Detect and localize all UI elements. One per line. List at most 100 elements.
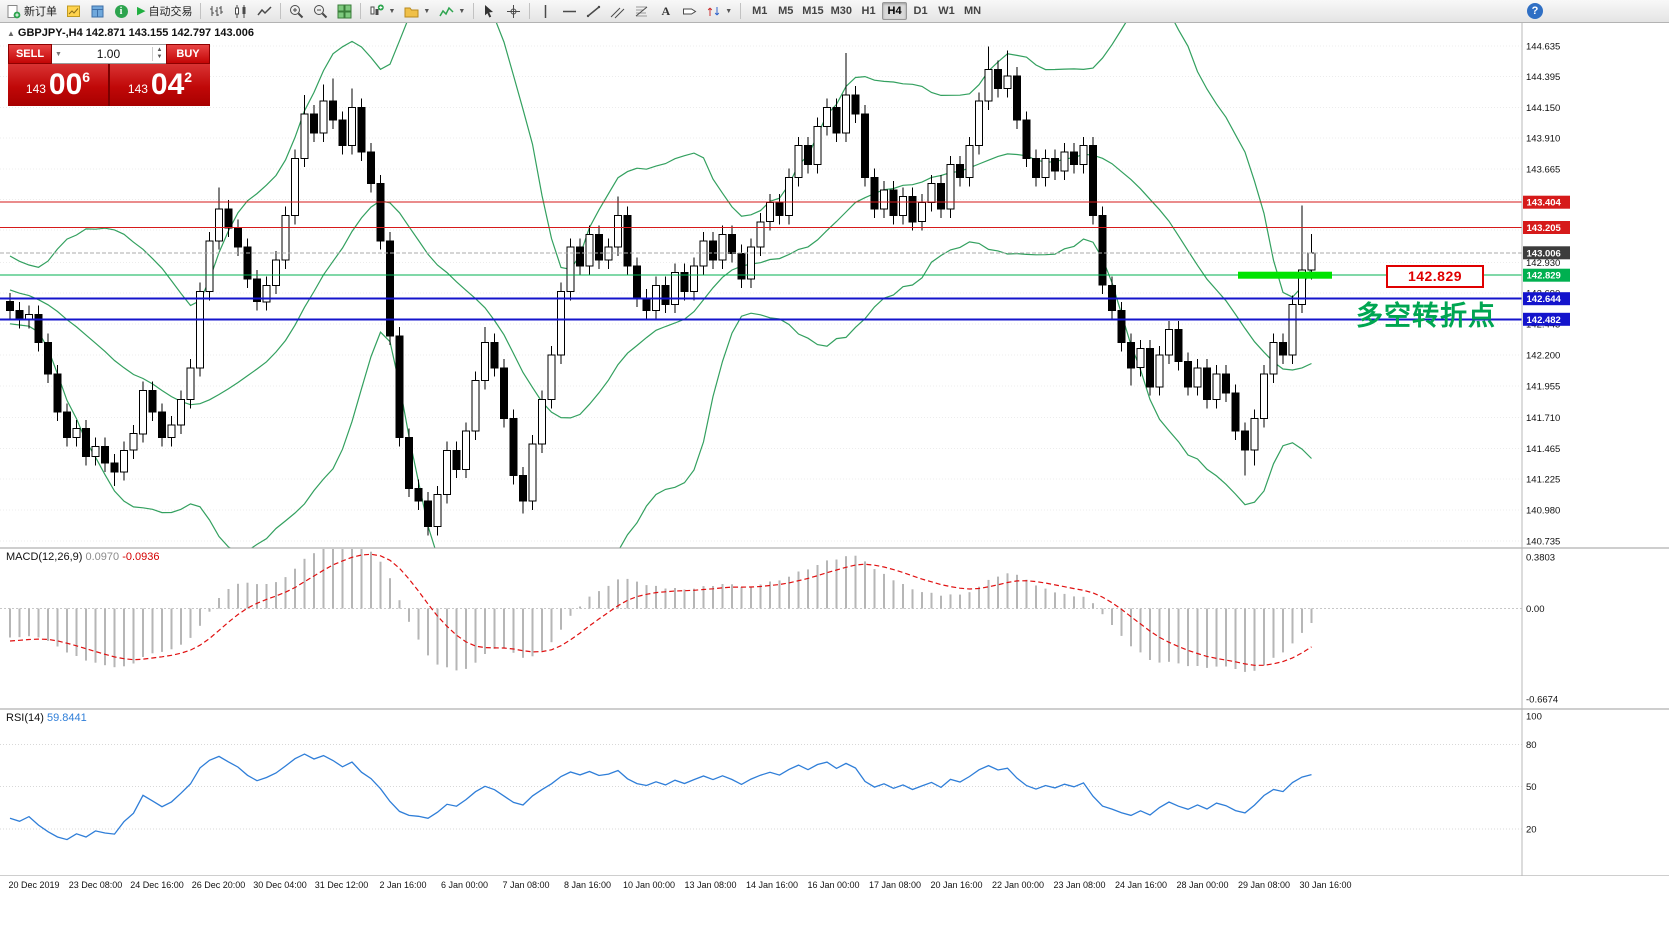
ask-quote[interactable]: 143 04 2 [110, 64, 210, 106]
candle [196, 291, 204, 369]
bid-sup-digit: 6 [82, 69, 91, 85]
fibonacci-button[interactable] [630, 1, 653, 21]
market-watch-icon [66, 4, 81, 19]
candle [1136, 348, 1145, 369]
new-chart-button[interactable]: ▼ [365, 1, 399, 21]
sell-button[interactable]: SELL [8, 44, 52, 64]
line-chart-button[interactable] [253, 1, 276, 21]
candle [414, 487, 423, 502]
tile-windows-button[interactable] [333, 1, 356, 21]
candle [1155, 354, 1164, 388]
time-axis[interactable]: 20 Dec 2019 23 Dec 08:00 24 Dec 16:00 26 De… [0, 876, 1669, 896]
cursor-button[interactable] [478, 1, 501, 21]
new-chart-icon [369, 4, 385, 19]
buy-button[interactable]: BUY [166, 44, 210, 64]
horizontal-line-icon [562, 4, 577, 19]
svg-text:140.980: 140.980 [1526, 505, 1560, 516]
candle [224, 208, 233, 229]
candle [680, 272, 689, 293]
candle [994, 69, 1002, 89]
volume-down-icon[interactable]: ▼ [156, 54, 163, 60]
timeframe-d1[interactable]: D1 [908, 2, 933, 20]
candle [1003, 75, 1012, 89]
rsi-layer [0, 743, 1522, 841]
volume-dropdown-icon[interactable]: ▼ [55, 50, 62, 58]
indicators-button[interactable]: ▼ [435, 1, 469, 21]
svg-text:144.395: 144.395 [1526, 72, 1560, 83]
text-icon: A [661, 3, 671, 18]
chart-canvas[interactable]: 144.635 144.395 144.150 143.910 143.665 143.4… [0, 23, 1669, 896]
timeframe-h4[interactable]: H4 [882, 2, 908, 20]
volume-stepper[interactable]: ▲ ▼ [152, 47, 166, 61]
volume-up-icon[interactable]: ▲ [156, 47, 163, 53]
highlight-segment[interactable] [1238, 271, 1332, 279]
candle [1127, 341, 1135, 369]
crosshair-button[interactable] [502, 1, 525, 21]
collapse-icon[interactable]: ▲ [7, 29, 15, 38]
timeframe-w1[interactable]: W1 [934, 2, 959, 20]
label-button[interactable] [678, 1, 701, 21]
candle [110, 462, 119, 473]
candle [633, 265, 641, 299]
candle [690, 265, 698, 293]
candle [1022, 119, 1031, 159]
timeframe-m15[interactable]: M15 [799, 2, 826, 20]
cn-annotation[interactable]: 多空转折点 [1356, 301, 1496, 331]
autotrading-button[interactable]: ▶ 自动交易 [133, 1, 196, 21]
time-label: 6 Jan 00:00 [440, 880, 489, 890]
time-label: 8 Jan 16:00 [563, 880, 612, 890]
profiles-button[interactable]: ▼ [400, 1, 434, 21]
candlestick-chart-button[interactable] [229, 1, 252, 21]
price-callout[interactable]: 142.829 [1386, 265, 1484, 288]
main-chart-layer [0, 23, 1522, 548]
zoom-in-button[interactable] [285, 1, 308, 21]
timeframe-mn[interactable]: MN [960, 2, 985, 20]
candle [300, 113, 309, 159]
trendline-button[interactable] [582, 1, 605, 21]
candle [319, 100, 328, 134]
candle [63, 411, 71, 439]
channel-button[interactable] [606, 1, 629, 21]
candle [395, 335, 404, 438]
svg-text:-0.6674: -0.6674 [1526, 695, 1558, 706]
bid-quote[interactable]: 143 00 6 [8, 64, 108, 106]
text-button[interactable]: A [654, 1, 677, 21]
time-label: 23 Jan 08:00 [1053, 880, 1106, 890]
candle [405, 437, 413, 489]
candle [566, 246, 575, 293]
candle [1070, 151, 1078, 166]
candle [1250, 418, 1259, 451]
zoom-out-button[interactable] [309, 1, 332, 21]
time-label: 26 Dec 20:00 [191, 880, 246, 890]
svg-text:0.3803: 0.3803 [1526, 553, 1555, 564]
timeframe-m30[interactable]: M30 [828, 2, 855, 20]
candle [1241, 430, 1249, 451]
price-axis[interactable]: 144.635 144.395 144.150 143.910 143.665 143.4… [1523, 42, 1570, 836]
svg-text:144.150: 144.150 [1526, 103, 1560, 114]
candle [585, 234, 594, 267]
chart-header: ▲ GBPJPY-,H4 142.871 143.155 142.797 143.… [7, 27, 254, 39]
candle [148, 390, 157, 413]
data-window-button[interactable] [86, 1, 109, 21]
new-order-button[interactable]: 新订单 [2, 1, 61, 21]
candle [1117, 310, 1126, 343]
bars-chart-button[interactable] [205, 1, 228, 21]
timeframe-h1[interactable]: H1 [856, 2, 881, 20]
volume-field[interactable]: ▼ 1.00 ▲ ▼ [52, 44, 166, 64]
timeframe-m5[interactable]: M5 [773, 2, 798, 20]
market-watch-button[interactable] [62, 1, 85, 21]
horizontal-line-button[interactable] [558, 1, 581, 21]
price-tag [1523, 268, 1570, 282]
candle [101, 445, 109, 464]
candle [927, 183, 936, 204]
help-icon[interactable]: ? [1527, 3, 1543, 19]
arrows-button[interactable]: ▼ [702, 1, 736, 21]
zoom-in-icon [289, 4, 304, 19]
candle [547, 354, 556, 401]
navigator-button[interactable]: i [110, 1, 132, 21]
timeframe-m1[interactable]: M1 [747, 2, 772, 20]
vertical-line-button[interactable] [534, 1, 557, 21]
candle [918, 202, 926, 223]
time-label: 16 Jan 00:00 [807, 880, 860, 890]
volume-value[interactable]: 1.00 [96, 47, 121, 61]
